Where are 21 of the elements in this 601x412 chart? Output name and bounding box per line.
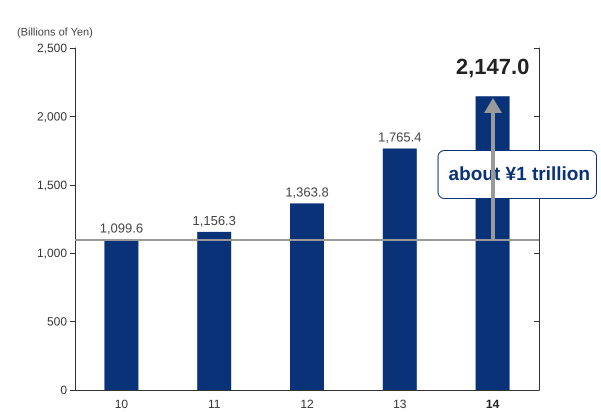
y-tick-label: 1,500 <box>36 178 68 192</box>
bar <box>290 203 324 390</box>
y-tick-label: 2,500 <box>36 41 68 55</box>
x-tick-label: 13 <box>393 397 407 411</box>
y-tick-label: 0 <box>60 383 68 397</box>
data-label: 2,147.0 <box>456 54 530 79</box>
x-tick-label: 12 <box>300 397 314 411</box>
data-label: 1,765.4 <box>378 129 422 144</box>
x-tick-label: 10 <box>114 397 128 411</box>
bar <box>104 240 138 390</box>
data-label: 1,363.8 <box>285 184 329 200</box>
y-tick-label: 2,000 <box>36 109 68 124</box>
x-tick-label: 11 <box>208 397 221 411</box>
y-axis-title: (Billions of Yen) <box>17 26 93 38</box>
bar <box>197 232 232 390</box>
bar <box>382 148 417 390</box>
data-label: 1,099.6 <box>100 220 144 236</box>
data-label: 1,156.3 <box>192 212 236 228</box>
y-tick-label: 1,000 <box>36 246 68 260</box>
x-tick-label: 14 <box>486 397 500 411</box>
y-tick-label: 500 <box>46 314 68 329</box>
